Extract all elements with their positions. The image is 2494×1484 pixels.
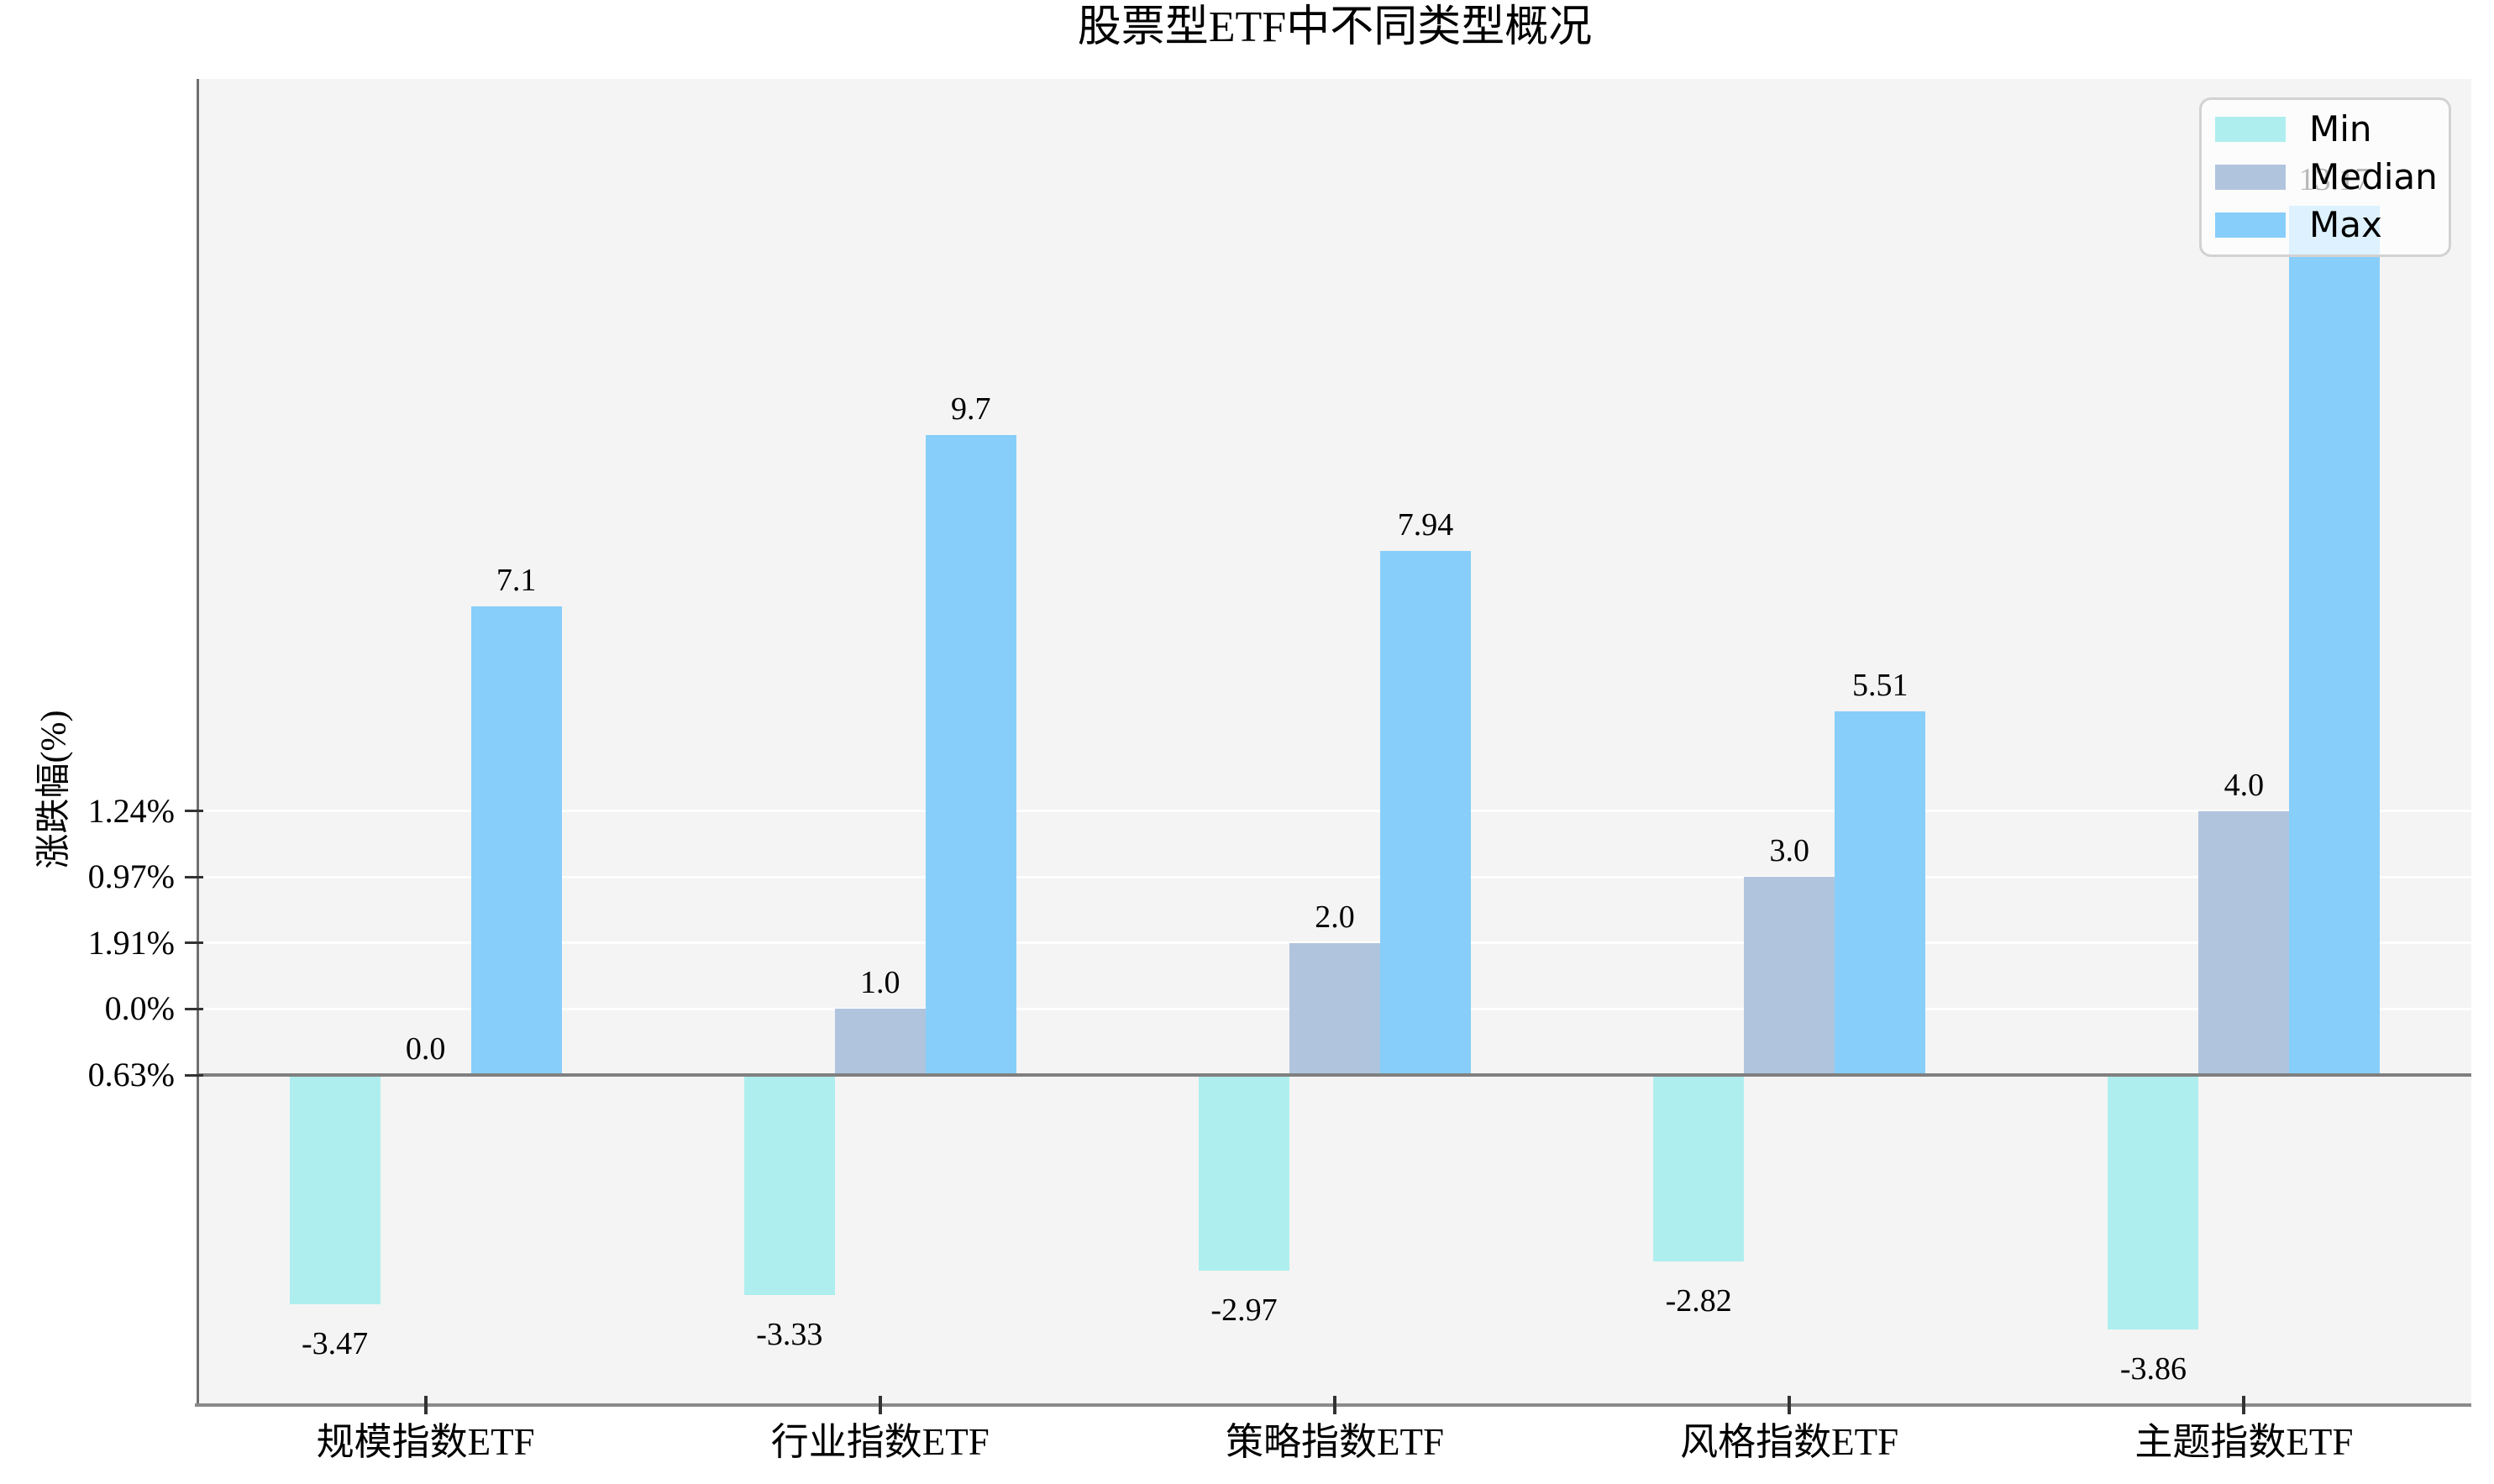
x-category-label-4: 风格指数ETF <box>1680 1421 1899 1463</box>
value-label-median: 4.0 <box>2224 767 2265 803</box>
bar-max <box>470 606 562 1075</box>
chart-title: 股票型ETF中不同类型概况 <box>1077 3 1593 51</box>
y-tick-mark <box>185 1073 203 1077</box>
bar-median <box>834 1009 926 1075</box>
x-tick-mark <box>1333 1396 1336 1414</box>
gridline <box>198 810 2471 813</box>
legend-swatch-max <box>2215 212 2286 239</box>
value-label-min: -3.33 <box>756 1316 823 1352</box>
y-axis-label: 涨跌幅(%) <box>34 710 74 869</box>
bar-min <box>1199 1075 1289 1272</box>
value-label-max: 7.1 <box>496 562 537 598</box>
bar-min <box>1653 1075 1745 1261</box>
gridline <box>198 875 2471 878</box>
x-tick-mark <box>423 1396 428 1414</box>
bar-min <box>2108 1075 2199 1330</box>
value-label-max: 5.51 <box>1851 667 1909 703</box>
bar-max <box>2289 205 2381 1075</box>
bar-max <box>925 434 1016 1075</box>
bar-median <box>2198 810 2290 1075</box>
value-label-min: -3.47 <box>302 1325 369 1361</box>
bar-min <box>743 1075 835 1295</box>
zero-baseline <box>198 1073 2471 1077</box>
value-label-median: 3.0 <box>1769 833 1809 869</box>
value-label-max: 7.94 <box>1397 506 1454 543</box>
y-tick-label: 1.91% <box>87 923 175 962</box>
y-tick-label: 0.0% <box>104 989 175 1028</box>
y-tick-mark <box>185 875 203 878</box>
bar-max <box>1380 550 1471 1075</box>
legend-label-median: Median <box>2309 155 2438 197</box>
bar-max <box>1835 711 1926 1075</box>
x-category-label-1: 规模指数ETF <box>316 1421 535 1463</box>
value-label-median: 2.0 <box>1315 899 1355 935</box>
x-category-label-2: 行业指数ETF <box>770 1421 990 1463</box>
x-tick-mark <box>1788 1396 1792 1414</box>
value-label-median: 1.0 <box>860 965 900 1001</box>
legend-item-max: Max <box>2202 206 2449 244</box>
legend-label-min: Min <box>2309 107 2372 149</box>
bar-median <box>1744 877 1835 1075</box>
legend-swatch-min <box>2215 116 2286 142</box>
legend-item-median: Median <box>2202 155 2449 197</box>
y-tick-mark <box>185 941 203 945</box>
value-label-min: -3.86 <box>2119 1351 2187 1387</box>
plot-area <box>198 79 2471 1407</box>
x-category-label-3: 策略指数ETF <box>1225 1421 1444 1463</box>
legend: Min Median Max <box>2199 97 2451 257</box>
value-label-max: 9.7 <box>951 391 991 427</box>
x-category-label-5: 主题指数ETF <box>2134 1421 2354 1463</box>
value-label-min: -2.82 <box>1665 1282 1732 1319</box>
y-tick-label: 1.24% <box>87 791 175 830</box>
legend-swatch-median <box>2215 164 2286 190</box>
y-tick-label: 0.97% <box>87 857 175 896</box>
y-axis-spine <box>197 79 199 1407</box>
legend-item-min: Min <box>2202 107 2449 149</box>
bar-min <box>289 1075 381 1304</box>
y-tick-mark <box>185 810 203 813</box>
x-tick-mark <box>878 1396 882 1414</box>
legend-label-max: Max <box>2309 204 2382 246</box>
y-tick-label: 0.63% <box>87 1056 175 1093</box>
value-label-median: 0.0 <box>405 1031 446 1067</box>
y-tick-mark <box>185 1007 203 1010</box>
value-label-min: -2.97 <box>1210 1293 1278 1329</box>
x-tick-mark <box>2242 1396 2246 1414</box>
bar-median <box>1289 942 1380 1075</box>
